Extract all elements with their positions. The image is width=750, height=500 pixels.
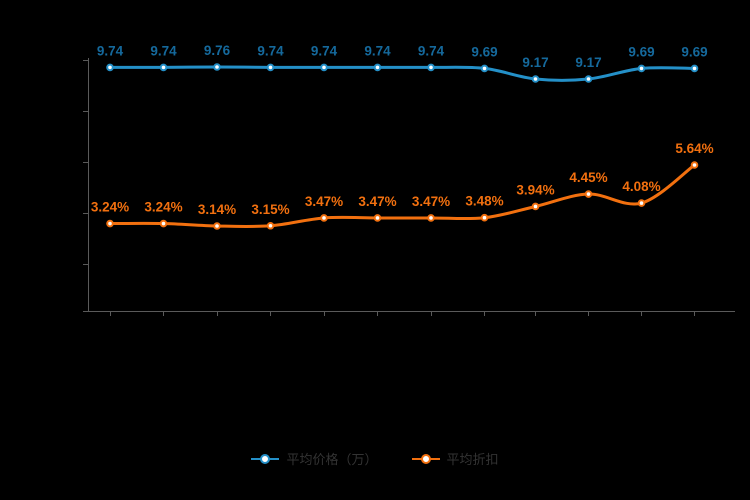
- data-point-label: 9.69: [681, 44, 707, 59]
- data-point-marker[interactable]: [637, 64, 646, 73]
- data-point-label: 9.74: [418, 43, 445, 58]
- chart-series-layer: [106, 63, 699, 230]
- series-discount: [106, 161, 699, 230]
- data-point-label: 3.47%: [358, 194, 396, 209]
- data-point-label: 3.47%: [412, 194, 450, 209]
- data-point-label: 3.47%: [305, 194, 343, 209]
- data-point-marker[interactable]: [159, 63, 168, 72]
- data-point-label: 5.64%: [675, 141, 713, 156]
- data-point-label: 9.74: [364, 43, 391, 58]
- chart-legend: 平均价格（万） 平均折扣: [0, 443, 750, 475]
- data-point-marker[interactable]: [584, 190, 593, 198]
- data-point-marker[interactable]: [480, 64, 489, 73]
- chart-axes: [83, 58, 735, 316]
- data-point-marker[interactable]: [106, 63, 114, 72]
- data-point-label: 9.69: [628, 44, 654, 59]
- data-point-marker[interactable]: [427, 214, 435, 222]
- data-point-label: 9.76: [204, 43, 231, 58]
- data-point-label: 4.08%: [622, 179, 660, 194]
- data-point-marker[interactable]: [213, 63, 221, 71]
- data-point-marker[interactable]: [480, 213, 489, 222]
- x-axis-ticks: [110, 311, 695, 316]
- data-point-marker[interactable]: [266, 221, 275, 230]
- legend-marker-icon: [251, 451, 280, 467]
- data-point-marker[interactable]: [690, 64, 699, 73]
- legend-item-price[interactable]: 平均价格（万）: [251, 451, 378, 467]
- data-point-marker[interactable]: [531, 75, 540, 83]
- data-point-label: 9.17: [522, 55, 548, 70]
- legend-label-discount: 平均折扣: [446, 451, 499, 467]
- data-point-label: 3.24%: [91, 200, 129, 215]
- series-line: [108, 65, 696, 82]
- data-point-marker[interactable]: [159, 219, 168, 228]
- data-point-marker[interactable]: [584, 75, 593, 83]
- data-point-label: 9.74: [97, 43, 124, 58]
- data-point-label: 3.48%: [465, 194, 503, 209]
- data-point-label: 3.24%: [144, 200, 182, 215]
- legend-marker-icon: [411, 451, 440, 467]
- data-point-marker[interactable]: [320, 214, 328, 222]
- data-point-label: 9.17: [575, 55, 601, 70]
- data-point-label: 3.14%: [198, 202, 236, 217]
- data-point-marker[interactable]: [427, 63, 435, 72]
- data-point-label: 3.94%: [516, 183, 554, 198]
- chart-data-labels: 9.74 9.74 9.76 9.74 9.74 9.74 9.74 9.69 9.17 9.17…: [91, 43, 714, 217]
- data-point-marker[interactable]: [373, 214, 382, 222]
- data-point-label: 4.45%: [569, 170, 607, 185]
- data-point-marker[interactable]: [213, 222, 221, 230]
- data-point-marker[interactable]: [531, 202, 540, 211]
- data-point-label: 9.74: [311, 43, 338, 58]
- data-point-label: 9.69: [471, 44, 497, 59]
- legend-item-discount[interactable]: 平均折扣: [411, 451, 499, 467]
- y-axis-ticks: [83, 60, 89, 312]
- data-point-label: 9.74: [150, 43, 177, 58]
- series-price: [106, 63, 699, 83]
- data-point-label: 9.74: [257, 43, 284, 58]
- data-point-marker[interactable]: [373, 63, 382, 72]
- data-point-label: 3.15%: [251, 202, 289, 217]
- data-point-marker[interactable]: [266, 63, 275, 72]
- data-point-marker[interactable]: [690, 161, 699, 169]
- legend-label-price: 平均价格（万）: [286, 451, 378, 467]
- data-point-marker[interactable]: [637, 199, 646, 207]
- data-point-marker[interactable]: [320, 63, 328, 72]
- data-point-marker[interactable]: [106, 219, 114, 228]
